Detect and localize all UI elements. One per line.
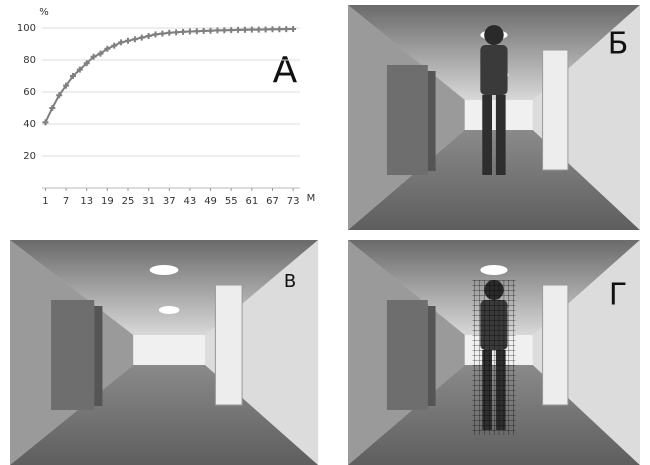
y-tick-label: 20: [23, 151, 36, 162]
x-tick-label: 67: [266, 196, 279, 207]
photo-g: [348, 240, 640, 465]
x-tick-label: 61: [245, 196, 258, 207]
y-tick-label: 80: [23, 55, 36, 66]
data-point: [173, 29, 179, 35]
x-tick-label: 55: [225, 196, 238, 207]
x-tick-label: 1: [42, 196, 48, 207]
y-tick-label: 60: [23, 87, 36, 98]
data-point: [146, 33, 152, 39]
x-tick-label: 13: [80, 196, 93, 207]
data-point: [194, 28, 200, 34]
data-point: [118, 39, 124, 45]
data-point: [290, 26, 296, 32]
data-point: [201, 28, 207, 34]
panel-label: А: [273, 50, 298, 91]
x-axis-label: M: [307, 193, 316, 204]
data-point: [263, 26, 269, 32]
y-tick-label: 40: [23, 119, 36, 130]
data-point: [111, 43, 117, 49]
data-point: [153, 31, 159, 37]
panel-label: В: [284, 271, 296, 292]
plot: 20 40 60 80 100 1 7 13 19 25 31 37 43 49 55 61 67 73: [17, 23, 300, 207]
x-tick-label: 73: [287, 196, 300, 207]
data-point: [139, 35, 145, 41]
data-point: [187, 29, 193, 35]
x-tick-label: 49: [204, 196, 217, 207]
x-tick-label: 43: [184, 196, 197, 207]
data-line: [45, 29, 293, 122]
data-point: [208, 28, 214, 34]
x-tick-label: 19: [101, 196, 114, 207]
panel-label: Г: [609, 278, 627, 313]
y-axis-label: %: [39, 7, 49, 18]
data-point: [276, 26, 282, 32]
x-tick-label: 31: [142, 196, 155, 207]
photo-b: [348, 5, 640, 230]
x-tick-label: 7: [63, 196, 69, 207]
photo-v: [10, 240, 318, 465]
data-point: [283, 26, 289, 32]
x-tick-label: 25: [122, 196, 135, 207]
data-point: [269, 26, 275, 32]
figure: А Б В Г % M 20 40 60 80 100 1 7 13 19 25 31 37 43 49 5…: [0, 0, 650, 465]
data-point: [166, 30, 172, 36]
data-point: [132, 36, 138, 42]
data-point: [159, 31, 165, 37]
y-tick-label: 100: [17, 23, 36, 34]
data-point: [180, 29, 186, 35]
x-tick-label: 37: [163, 196, 176, 207]
data-point: [125, 38, 131, 44]
panel-label: Б: [608, 27, 629, 62]
